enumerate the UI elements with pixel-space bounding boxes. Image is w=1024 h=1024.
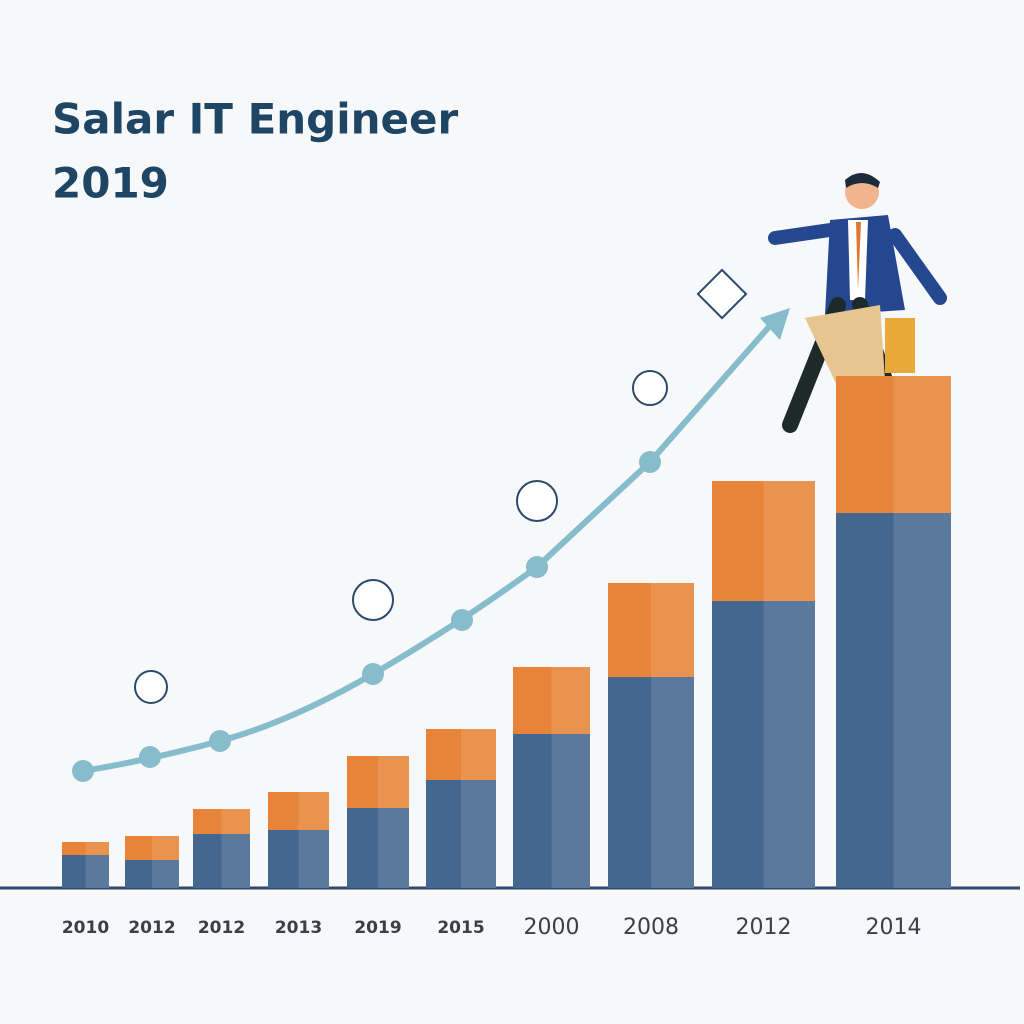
bar-segment [426, 729, 496, 780]
x-tick-label: 2012 [736, 915, 792, 940]
bar-shade [378, 756, 409, 808]
bar-shade [763, 481, 815, 601]
x-tick-label: 2000 [524, 915, 580, 940]
bar-shade [551, 667, 590, 734]
trend-dot [72, 760, 94, 782]
bar-segment [268, 830, 329, 888]
bar-shade [298, 792, 329, 830]
icon [352, 579, 394, 621]
trend-dot [526, 556, 548, 578]
bar-shade [85, 855, 109, 888]
bar-segment [836, 513, 951, 888]
bar-shade [152, 836, 179, 860]
coin-stack [885, 318, 915, 373]
bar-segment [62, 842, 109, 855]
arrow-head [760, 308, 790, 340]
bar-segment [513, 667, 590, 734]
icon [696, 268, 748, 320]
bar-segment [125, 836, 179, 860]
chart-subtitle: 2019 [52, 159, 169, 208]
bar-shade [378, 808, 409, 888]
bar-segment [347, 808, 409, 888]
bar-segment [125, 860, 179, 888]
icon [632, 370, 668, 406]
bar-shade [893, 376, 951, 513]
trend-dot [139, 746, 161, 768]
bag [805, 305, 885, 392]
bar-segment [712, 601, 815, 888]
bar-segment [193, 809, 250, 834]
icon [516, 480, 558, 522]
bar-shade [221, 809, 250, 834]
trend-dot [209, 730, 231, 752]
chart-title: Salar IT Engineer [52, 95, 458, 144]
arm [768, 223, 837, 245]
person-illustration [768, 172, 947, 433]
bar-segment [426, 780, 496, 888]
x-tick-label: 2012 [198, 918, 245, 938]
bar-segment [712, 481, 815, 601]
bar-segment [513, 734, 590, 888]
bar-segment [347, 756, 409, 808]
arm [888, 228, 947, 305]
x-tick-label: 2010 [62, 918, 109, 938]
icon [134, 670, 168, 704]
tie [856, 222, 861, 290]
x-tick-label: 2008 [623, 915, 679, 940]
trend-dot [451, 609, 473, 631]
bar-shade [893, 513, 951, 888]
bar-shade [461, 780, 496, 888]
bar-shade [221, 834, 250, 888]
hair [845, 172, 880, 188]
bar-segment [608, 677, 694, 888]
bar-shade [763, 601, 815, 888]
bar-shade [651, 677, 694, 888]
x-tick-label: 2013 [275, 918, 322, 938]
bar-segment [62, 855, 109, 888]
bar-shade [152, 860, 179, 888]
bar-shade [651, 583, 694, 677]
bar-shade [298, 830, 329, 888]
bar-segment [836, 376, 951, 513]
x-tick-label: 2015 [437, 918, 484, 938]
bar-segment [193, 834, 250, 888]
bar-segment [268, 792, 329, 830]
trend-dot [362, 663, 384, 685]
x-tick-label: 2012 [128, 918, 175, 938]
bar-segment [608, 583, 694, 677]
bar-shade [461, 729, 496, 780]
bar-shade [551, 734, 590, 888]
trend-dot [639, 451, 661, 473]
trend-decoration [72, 268, 790, 782]
bar-shade [85, 842, 109, 855]
x-tick-label: 2019 [354, 918, 401, 938]
x-tick-label: 2014 [866, 915, 922, 940]
